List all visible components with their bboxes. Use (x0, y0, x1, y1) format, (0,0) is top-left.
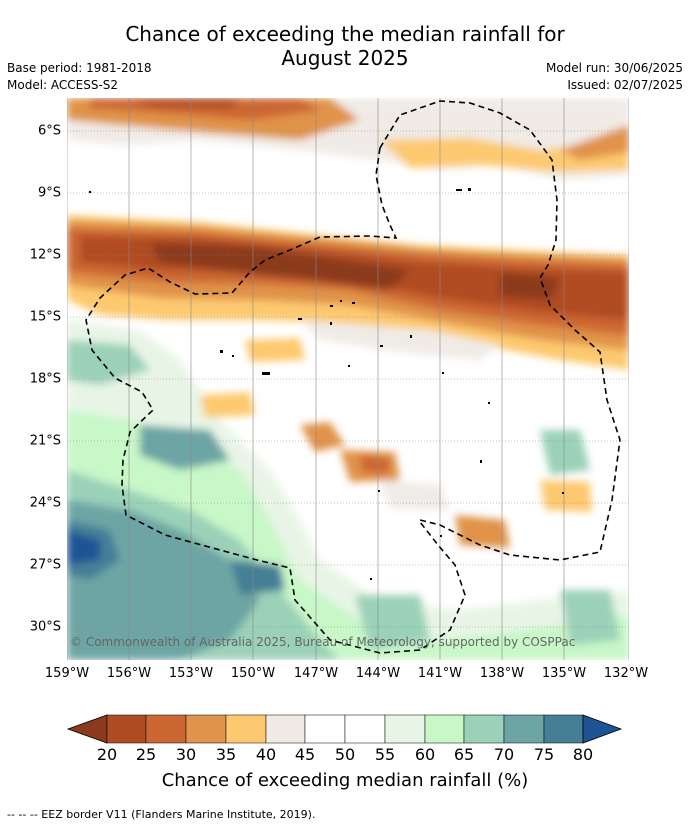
base-period: Base period: 1981-2018 (7, 61, 152, 75)
lat-label: 30°S (29, 619, 61, 635)
title-line-1: Chance of exceeding the median rainfall … (125, 22, 565, 46)
colorbar-low-arrow (66, 714, 108, 744)
lon-label: 159°W (44, 666, 90, 681)
lat-label: 15°S (29, 309, 61, 325)
colorbar-tick-label: 80 (572, 745, 594, 764)
lat-label: 9°S (37, 185, 61, 201)
run-info-right: Model run: 30/06/2025 Issued: 02/07/2025 (546, 60, 683, 94)
colorbar-tick-label: 50 (334, 745, 356, 764)
colorbar-bin (185, 714, 227, 744)
eez-legend: -- -- -- EEZ border V11 (Flanders Marine… (7, 808, 316, 821)
colorbar-bin (424, 714, 465, 744)
lat-label: 24°S (29, 495, 61, 511)
colorbar-bin (503, 714, 545, 744)
lat-label: 21°S (29, 433, 61, 449)
colorbar-tick-label: 65 (453, 745, 475, 764)
colorbar-bin (344, 714, 386, 744)
colorbar-tick-label: 20 (96, 745, 118, 764)
colorbar-bin (463, 714, 505, 744)
model-name: Model: ACCESS-S2 (7, 78, 119, 92)
lat-label: 6°S (37, 123, 61, 139)
lon-label: 150°W (230, 666, 276, 681)
lon-label: 153°W (168, 666, 214, 681)
islands (88, 188, 564, 580)
run-info-left: Base period: 1981-2018 Model: ACCESS-S2 (7, 60, 152, 94)
colorbar-title: Chance of exceeding median rainfall (%) (161, 770, 529, 791)
colorbar-tick-label: 30 (175, 745, 197, 764)
colorbar (66, 714, 623, 744)
colorbar-bin (543, 714, 584, 744)
colorbar-tick-label: 75 (533, 745, 555, 764)
colorbar-high-arrow (582, 714, 623, 744)
probability-field (67, 98, 629, 660)
eez-border (85, 100, 621, 654)
colorbar-bin (106, 714, 147, 744)
colorbar-bin (265, 714, 306, 744)
colorbar-bin (145, 714, 187, 744)
map-title: Chance of exceeding the median rainfall … (0, 22, 690, 70)
lon-label: 144°W (355, 666, 401, 681)
colorbar-bin (384, 714, 426, 744)
issued-date: Issued: 02/07/2025 (567, 78, 683, 92)
lon-label: 147°W (293, 666, 339, 681)
colorbar-tick-label: 70 (493, 745, 515, 764)
colorbar-tick-label: 60 (414, 745, 436, 764)
colorbar-tick-label: 55 (374, 745, 396, 764)
model-run-date: Model run: 30/06/2025 (545, 61, 683, 75)
graticule (67, 98, 629, 660)
lat-label: 12°S (29, 247, 61, 263)
colorbar-bin (304, 714, 346, 744)
colorbar-tick-label: 40 (255, 745, 277, 764)
lon-label: 138°W (479, 666, 525, 681)
lat-label: 18°S (29, 371, 61, 387)
lat-label: 27°S (29, 557, 61, 573)
lon-label: 156°W (106, 666, 152, 681)
colorbar-tick-label: 25 (135, 745, 157, 764)
lon-label: 132°W (603, 666, 649, 681)
lon-label: 135°W (541, 666, 587, 681)
colorbar-bin (225, 714, 267, 744)
lon-label: 141°W (417, 666, 463, 681)
title-line-2: August 2025 (281, 46, 409, 70)
colorbar-tick-label: 35 (215, 745, 237, 764)
copyright-notice: © Commonwealth of Australia 2025, Bureau… (70, 635, 575, 649)
colorbar-tick-label: 45 (294, 745, 316, 764)
